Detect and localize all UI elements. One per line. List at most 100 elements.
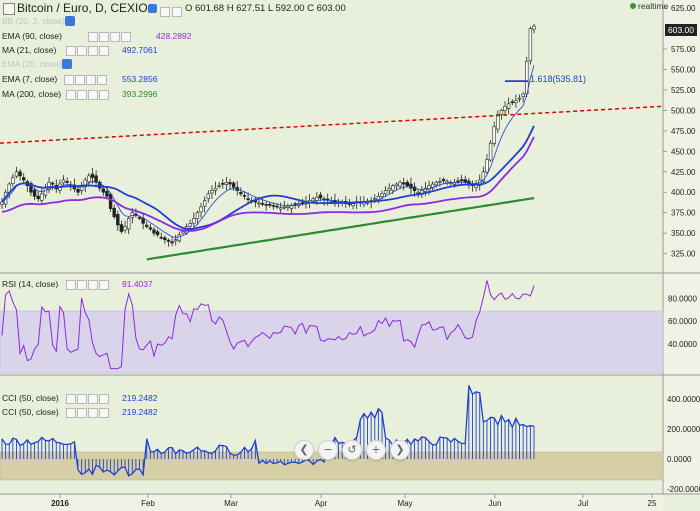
settings-icon[interactable] (75, 75, 85, 85)
legend-cci-2-value: 219.2482 (122, 407, 158, 417)
add-icon[interactable] (99, 280, 109, 290)
legend-hidden-1[interactable]: BB (20, 2, close) (2, 16, 65, 26)
candle-body (517, 97, 522, 100)
candle-body (521, 93, 525, 97)
reset-view-button[interactable]: ↺ (342, 440, 362, 460)
settings-icon[interactable] (160, 4, 170, 22)
last-price-tag: 603.00 (665, 24, 697, 36)
settings-icon[interactable] (77, 280, 87, 290)
candle-body (242, 195, 247, 197)
candle-body (177, 234, 182, 242)
time-tick-label: May (397, 499, 412, 508)
legend-rsi[interactable]: RSI (14, close) (2, 279, 59, 289)
candle-body (278, 207, 283, 210)
eye-icon[interactable] (88, 32, 98, 42)
add-icon[interactable] (99, 394, 109, 404)
close-icon[interactable] (88, 90, 98, 100)
close-icon[interactable] (88, 46, 98, 56)
legend-ma200[interactable]: MA (200, close) (2, 89, 62, 99)
eye-icon[interactable] (66, 394, 76, 404)
axes-labels: 325.00 350.00 375.00 400.00 425.00 450.00 475.… (51, 4, 700, 508)
close-icon[interactable] (88, 394, 98, 404)
add-icon[interactable] (121, 32, 131, 42)
eye-icon[interactable] (66, 90, 76, 100)
candle-body (145, 224, 149, 227)
close-icon[interactable] (110, 32, 120, 42)
add-icon[interactable] (99, 90, 109, 100)
scroll-left-button[interactable]: ❮ (294, 440, 314, 460)
time-tick-label: Mar (224, 499, 238, 508)
legend-cci-1-value: 219.2482 (122, 393, 158, 403)
price-axis[interactable] (663, 0, 700, 494)
legend-ema7[interactable]: EMA (7, close) (2, 74, 58, 84)
settings-icon[interactable] (77, 394, 87, 404)
zoom-in-button[interactable]: + (366, 440, 386, 460)
candle-body (300, 202, 305, 204)
candle-body (213, 187, 218, 191)
price-pane[interactable] (0, 0, 663, 272)
close-icon[interactable] (86, 75, 96, 85)
eye-icon[interactable] (66, 280, 76, 290)
candle-body (380, 193, 384, 197)
candle-body (195, 212, 200, 220)
candle-body (452, 182, 457, 185)
rsi-band (0, 310, 664, 374)
eye-icon[interactable] (64, 75, 74, 85)
candle-body (430, 183, 435, 189)
settings-icon[interactable] (77, 90, 87, 100)
legend-ema90[interactable]: EMA (90, close) (2, 31, 62, 41)
eye-icon[interactable] (66, 408, 76, 418)
legend-ma200-value: 393.2996 (122, 89, 158, 99)
candle-body (423, 187, 428, 192)
candle-body (206, 193, 210, 199)
legend-eye-icon[interactable] (65, 16, 75, 26)
candle-body (318, 194, 323, 199)
candle-body (221, 183, 225, 185)
candle-body (264, 204, 268, 206)
price-tick-label: 375.00 (671, 209, 696, 218)
settings-icon[interactable] (99, 32, 109, 42)
candle-body (94, 175, 98, 183)
collapse-icon[interactable] (3, 3, 15, 15)
settings-icon[interactable] (77, 408, 87, 418)
candle-body (0, 201, 4, 205)
candle-body (528, 28, 533, 61)
add-icon[interactable] (97, 75, 107, 85)
legend-cci-2[interactable]: CCI (50, close) (2, 407, 59, 417)
eye-icon[interactable] (66, 46, 76, 56)
candle-body (50, 182, 55, 185)
price-tick-label: 475.00 (671, 127, 696, 136)
candle-body (506, 103, 511, 109)
price-tick-label: 350.00 (671, 229, 696, 238)
fib-level-label: 1.618(535.81) (530, 74, 587, 84)
add-icon[interactable] (99, 408, 109, 418)
symbol-eye-icon[interactable] (148, 4, 157, 13)
candle-body (116, 214, 120, 226)
candle-body (14, 171, 19, 177)
close-icon[interactable] (88, 280, 98, 290)
legend-eye-icon[interactable] (62, 59, 72, 69)
rsi-line (1, 280, 535, 370)
price-tick-label: 325.00 (671, 250, 696, 259)
legend-cci-1[interactable]: CCI (50, close) (2, 393, 59, 403)
close-icon[interactable] (172, 4, 182, 22)
candle-body (40, 193, 44, 201)
candle-body (210, 190, 214, 194)
price-tick-label: 525.00 (671, 86, 696, 95)
zoom-out-button[interactable]: − (318, 440, 338, 460)
time-axis[interactable] (0, 494, 663, 511)
candle-body (441, 179, 446, 182)
candle-body (239, 192, 243, 195)
candle-body (268, 203, 272, 206)
scroll-right-button[interactable]: ❯ (390, 440, 410, 460)
add-icon[interactable] (99, 46, 109, 56)
candle-body (11, 177, 15, 184)
rsi-tick-label: 80.0000 (668, 295, 697, 304)
candle-body (181, 231, 185, 234)
close-icon[interactable] (88, 408, 98, 418)
settings-icon[interactable] (77, 46, 87, 56)
legend-hidden-2[interactable]: EMA (20, close) (2, 59, 62, 69)
ohlc-values: O 601.68 H 627.51 L 592.00 C 603.00 (185, 3, 346, 14)
legend-ma21[interactable]: MA (21, close) (2, 45, 57, 55)
symbol-title: Bitcoin / Euro, D, CEXIO (17, 1, 148, 15)
